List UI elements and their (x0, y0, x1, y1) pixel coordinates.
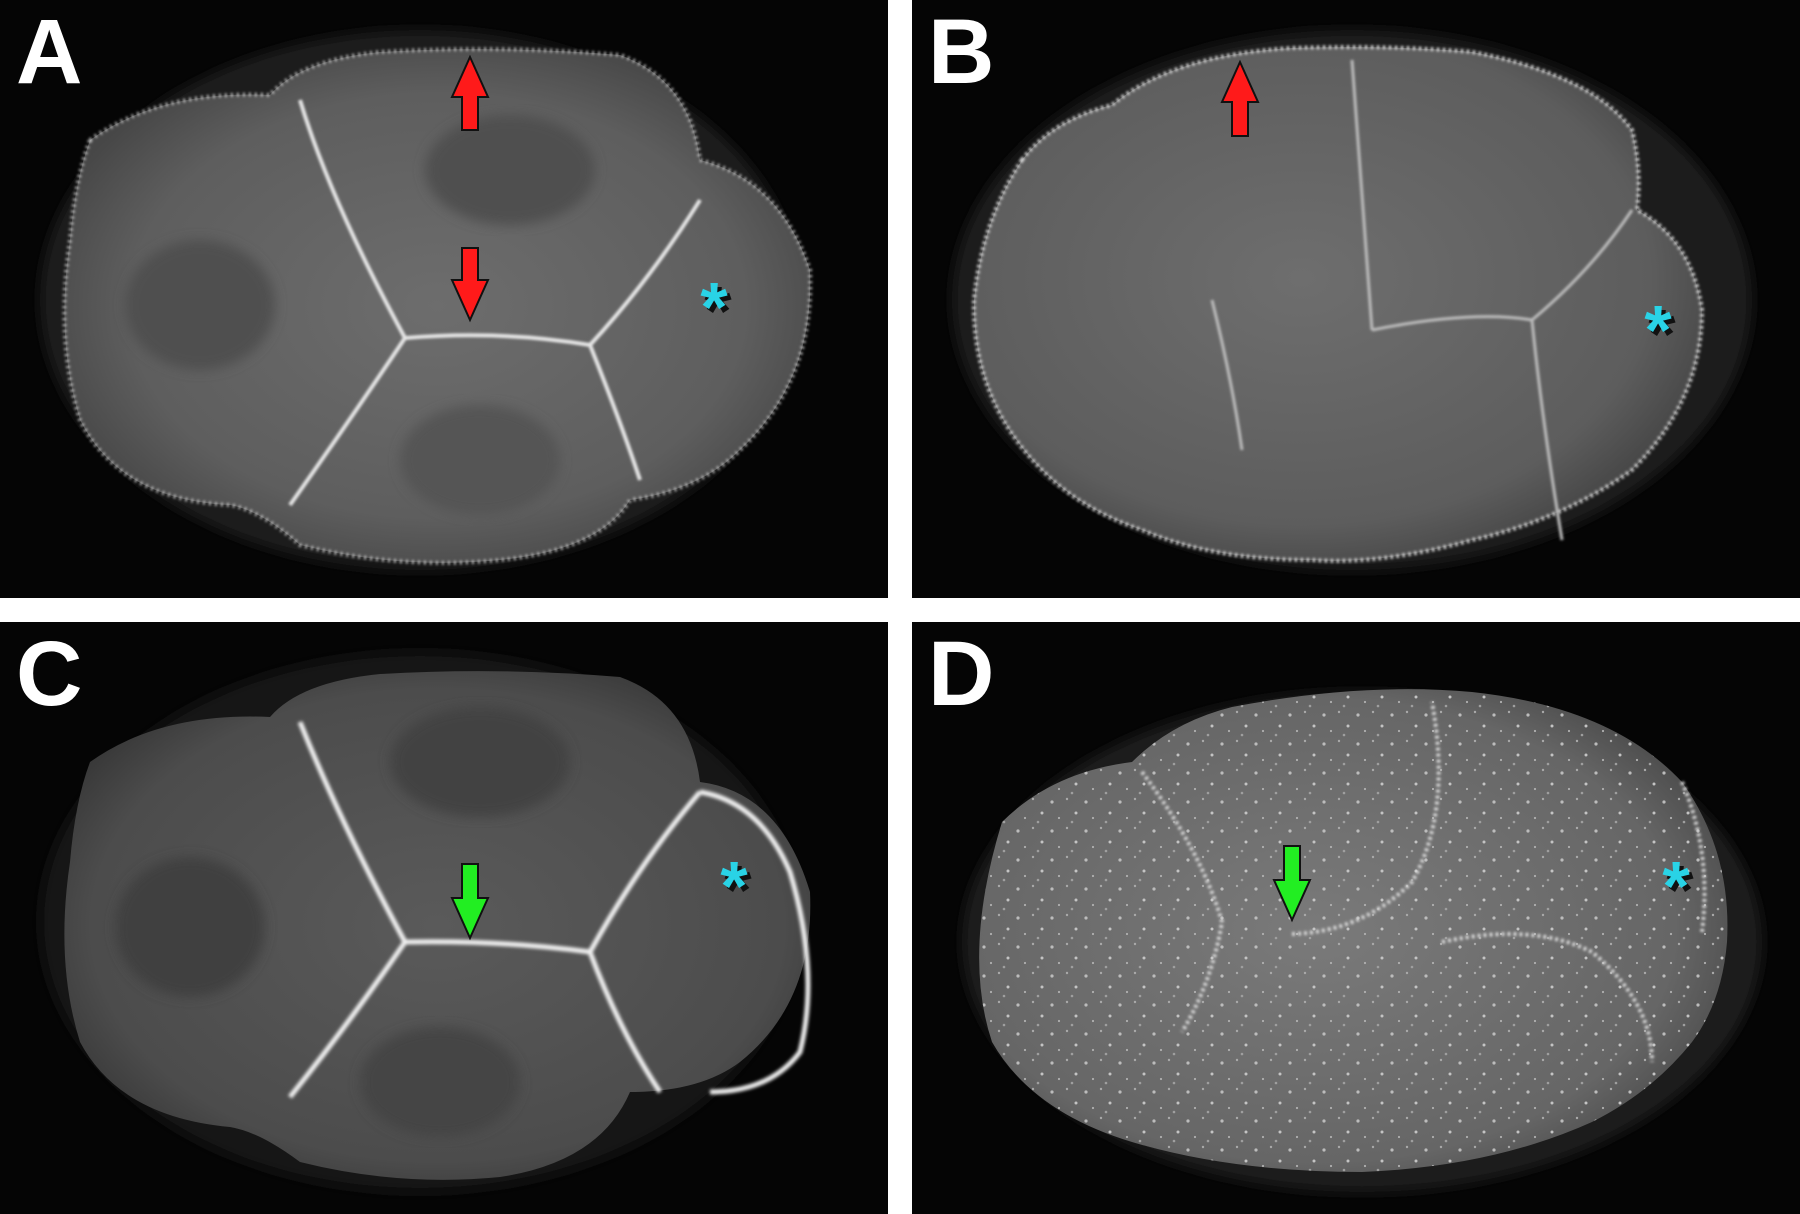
membrane-line (1680, 781, 1707, 933)
panel-label: B (928, 1, 995, 103)
panel-label: C (16, 623, 83, 725)
cell-junctions (288, 99, 702, 507)
panel-a: * * A (0, 0, 888, 598)
asterisk-marker: * (1644, 291, 1672, 369)
panel-d: * * D (912, 622, 1800, 1214)
nucleus (390, 707, 570, 817)
membrane-line (1140, 770, 1225, 1034)
membrane-line (297, 721, 408, 944)
asterisk-shadow: * (1666, 851, 1694, 929)
micrograph-c: * * (40, 652, 811, 1192)
membrane-line (1291, 701, 1441, 936)
membrane-line (1530, 319, 1564, 541)
nucleus (125, 240, 275, 370)
membrane-line (404, 333, 591, 347)
asterisk-marker: * (1662, 847, 1690, 925)
panel-b: * * B (912, 0, 1800, 598)
membrane-line (699, 789, 811, 1095)
membrane-line (587, 790, 702, 954)
cell-junctions (288, 721, 811, 1099)
micrograph-a: * * (40, 30, 813, 570)
nucleus (360, 1027, 520, 1137)
membrane-line (404, 939, 591, 955)
arrow-down-icon (450, 247, 490, 323)
micrograph-d: * * (962, 689, 1762, 1192)
asterisk-marker: * (720, 847, 748, 925)
membrane-line (1210, 299, 1244, 451)
membrane-line (1441, 932, 1654, 1063)
arrow-up-icon (450, 54, 490, 131)
membrane-line (588, 344, 642, 481)
membrane-line (1371, 315, 1533, 332)
cell-junctions (1140, 701, 1707, 1063)
panel-label: D (928, 623, 995, 725)
membrane-line (298, 99, 407, 339)
membrane-line (588, 198, 702, 347)
outer-membrane (62, 47, 813, 565)
asterisk-shadow: * (1648, 295, 1676, 373)
nucleus (115, 857, 265, 997)
membrane-line (288, 336, 407, 507)
outer-membrane (971, 45, 1705, 563)
cell-junctions (1210, 59, 1634, 541)
arrow-down-icon (450, 863, 490, 941)
micrograph-b: * * (952, 30, 1752, 570)
panel-c: * * C (0, 622, 888, 1214)
asterisk-shadow: * (704, 272, 732, 350)
nucleus (400, 405, 560, 515)
panel-label: A (16, 1, 83, 103)
embryo-body (973, 47, 1702, 561)
membrane-line (587, 951, 663, 1094)
arrow-down-icon (1272, 845, 1312, 923)
arrow-up-icon (1220, 59, 1260, 137)
membrane-line (1531, 209, 1634, 322)
embryo-body (64, 671, 811, 1180)
membrane-line (288, 940, 408, 1099)
membrane-line (1350, 59, 1374, 331)
asterisk-marker: * (700, 268, 728, 346)
asterisk-shadow: * (724, 851, 752, 929)
nucleus (425, 115, 595, 225)
